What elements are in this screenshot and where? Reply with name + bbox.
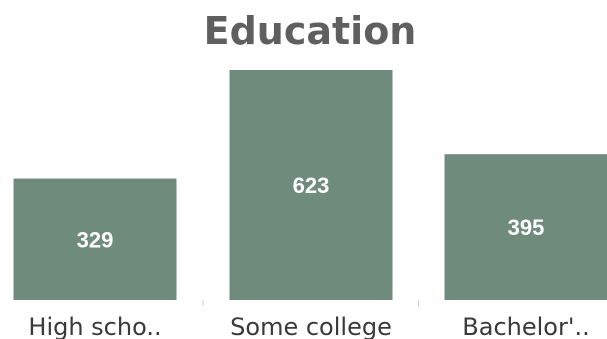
axis-ticks [202, 300, 419, 306]
bar-3 [444, 154, 607, 300]
category-label-1: High scho.. [28, 313, 161, 339]
bar-1 [13, 178, 177, 300]
category-label-2: Some college [230, 313, 392, 339]
chart-title: Education [204, 9, 417, 53]
bar-2 [229, 70, 393, 300]
category-label-3: Bachelor'.. [462, 313, 589, 339]
bars-group: 329 623 395 [13, 70, 607, 300]
category-labels: High scho.. Some college Bachelor'.. [28, 313, 589, 339]
bar-value-label-2: 623 [293, 173, 330, 198]
bar-value-label-1: 329 [77, 227, 114, 252]
bar-value-label-3: 395 [508, 215, 545, 240]
